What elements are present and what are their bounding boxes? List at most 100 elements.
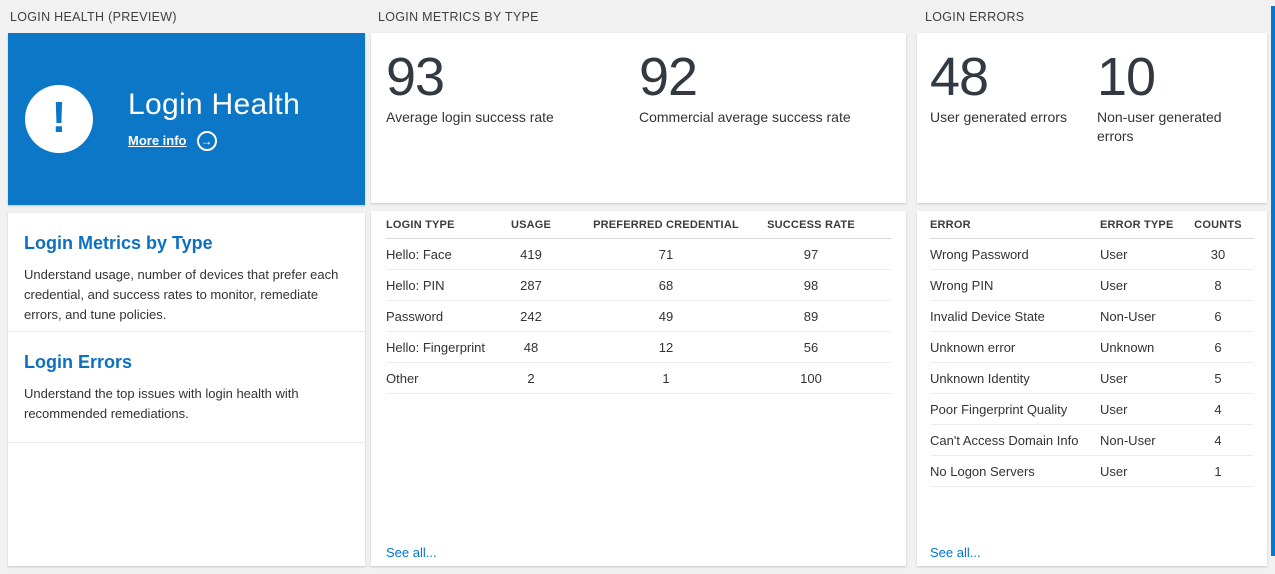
more-info-link[interactable]: More info [128, 133, 187, 148]
panel-header-login-errors: LOGIN ERRORS [925, 10, 1025, 24]
stat-label: Average login success rate [386, 109, 554, 125]
stat-label: Commercial average success rate [639, 109, 851, 125]
login-metrics-table: LOGIN TYPE USAGE PREFERRED CREDENTIAL SUCCE… [386, 211, 891, 394]
cell: 71 [658, 246, 674, 262]
cell: 242 [520, 308, 542, 324]
cell: Hello: Face [386, 246, 452, 262]
cell: User [1100, 463, 1128, 479]
login-errors-table: ERROR ERROR TYPE COUNTS Wrong Password User 3… [930, 211, 1254, 487]
column-header: USAGE [510, 218, 552, 231]
cell: 49 [658, 308, 674, 324]
see-all-link-errors[interactable]: See all... [930, 545, 981, 560]
table-header-row: LOGIN TYPE USAGE PREFERRED CREDENTIAL SUCCE… [386, 211, 891, 239]
cell: Wrong Password [930, 246, 1029, 262]
cell: 48 [523, 339, 539, 355]
cell: User [1100, 277, 1128, 293]
cell: 8 [1214, 277, 1222, 293]
column-header: ERROR TYPE [1100, 218, 1174, 231]
cell: 4 [1214, 432, 1222, 448]
cell: 68 [658, 277, 674, 293]
login-metrics-stats-card: 93 Average login success rate 92 Commerc… [371, 33, 906, 203]
cell: Can't Access Domain Info [930, 432, 1079, 448]
table-row: Other 2 1 100 [386, 363, 891, 394]
cell: 30 [1210, 246, 1226, 262]
cell: Non-User [1100, 308, 1156, 324]
cell: 4 [1214, 401, 1222, 417]
adjacent-blade-edge-accent [1271, 6, 1275, 556]
cell: Unknown [1100, 339, 1155, 355]
exclamation-glyph: ! [51, 93, 67, 142]
list-item-title: Login Metrics by Type [24, 233, 213, 253]
cell: Password [386, 308, 444, 324]
cell: Hello: PIN [386, 277, 445, 293]
table-header-row: ERROR ERROR TYPE COUNTS [930, 211, 1254, 239]
cell: Hello: Fingerprint [386, 339, 485, 355]
cell: 12 [658, 339, 674, 355]
column-header: SUCCESS RATE [767, 218, 855, 231]
list-item-description: Understand usage, number of devices that… [24, 267, 339, 323]
cell: 1 [662, 370, 670, 386]
cell: Unknown Identity [930, 370, 1030, 386]
table-row: Can't Access Domain Info Non-User 4 [930, 425, 1254, 456]
login-metrics-table-card: LOGIN TYPE USAGE PREFERRED CREDENTIAL SUCCE… [371, 211, 906, 566]
cell: Other [386, 370, 419, 386]
table-row: Hello: Face 419 71 97 [386, 239, 891, 270]
table-row: No Logon Servers User 1 [930, 456, 1254, 487]
cell: 98 [803, 277, 819, 293]
cell: User [1100, 370, 1128, 386]
stat-commercial-average-success-rate: 92 Commercial average success rate [639, 47, 851, 203]
stat-label: Non-user generated errors [1097, 109, 1222, 144]
table-row: Hello: Fingerprint 48 12 56 [386, 332, 891, 363]
column-header: ERROR [930, 218, 971, 231]
panel-header-login-metrics: LOGIN METRICS BY TYPE [378, 10, 539, 24]
cell: 287 [520, 277, 542, 293]
login-health-tile[interactable]: ! Login Health More info → [8, 33, 365, 205]
stat-user-generated-errors: 48 User generated errors [930, 47, 1097, 203]
list-item-login-metrics-by-type[interactable]: Login Metrics by Type Understand usage, … [8, 213, 365, 332]
stat-average-login-success-rate: 93 Average login success rate [386, 47, 639, 203]
column-header: LOGIN TYPE [386, 218, 455, 231]
tile-more-row: More info → [128, 130, 300, 151]
stat-value: 10 [1097, 47, 1156, 107]
cell: 2 [527, 370, 535, 386]
arrow-right-circle-icon[interactable]: → [196, 130, 217, 151]
cell: Invalid Device State [930, 308, 1045, 324]
cell: 6 [1214, 339, 1222, 355]
tile-body: Login Health More info → [128, 88, 300, 151]
table-row: Unknown Identity User 5 [930, 363, 1254, 394]
cell: 419 [520, 246, 542, 262]
cell: 89 [803, 308, 819, 324]
tile-title: Login Health [128, 87, 301, 121]
cell: Non-User [1100, 432, 1156, 448]
see-all-link-metrics[interactable]: See all... [386, 545, 437, 560]
cell: 5 [1214, 370, 1222, 386]
cell: User [1100, 401, 1128, 417]
table-row: Invalid Device State Non-User 6 [930, 301, 1254, 332]
login-health-list-card: Login Metrics by Type Understand usage, … [8, 213, 365, 566]
table-row: Unknown error Unknown 6 [930, 332, 1254, 363]
stat-non-user-generated-errors: 10 Non-user generated errors [1097, 47, 1232, 203]
table-row: Password 242 49 89 [386, 301, 891, 332]
list-item-login-errors[interactable]: Login Errors Understand the top issues w… [8, 332, 365, 443]
cell: 97 [803, 246, 819, 262]
cell: 6 [1214, 308, 1222, 324]
cell: 1 [1214, 463, 1222, 479]
stat-value: 93 [386, 47, 445, 107]
stat-value: 48 [930, 47, 989, 107]
list-item-title: Login Errors [24, 352, 133, 372]
cell: Wrong PIN [930, 277, 994, 293]
panel-header-login-health: LOGIN HEALTH (PREVIEW) [10, 10, 177, 24]
column-header: PREFERRED CREDENTIAL [593, 218, 739, 231]
cell: No Logon Servers [930, 463, 1035, 479]
table-row: Wrong Password User 30 [930, 239, 1254, 270]
exclamation-icon: ! [25, 85, 93, 153]
stat-label: User generated errors [930, 109, 1067, 125]
stat-value: 92 [639, 47, 698, 107]
list-item-description: Understand the top issues with login hea… [24, 386, 299, 422]
login-errors-table-card: ERROR ERROR TYPE COUNTS Wrong Password User 3… [917, 211, 1267, 566]
cell: Unknown error [930, 339, 1016, 355]
cell: 100 [800, 370, 822, 386]
table-row: Hello: PIN 287 68 98 [386, 270, 891, 301]
table-row: Poor Fingerprint Quality User 4 [930, 394, 1254, 425]
login-errors-stats-card: 48 User generated errors 10 Non-user gen… [917, 33, 1267, 203]
